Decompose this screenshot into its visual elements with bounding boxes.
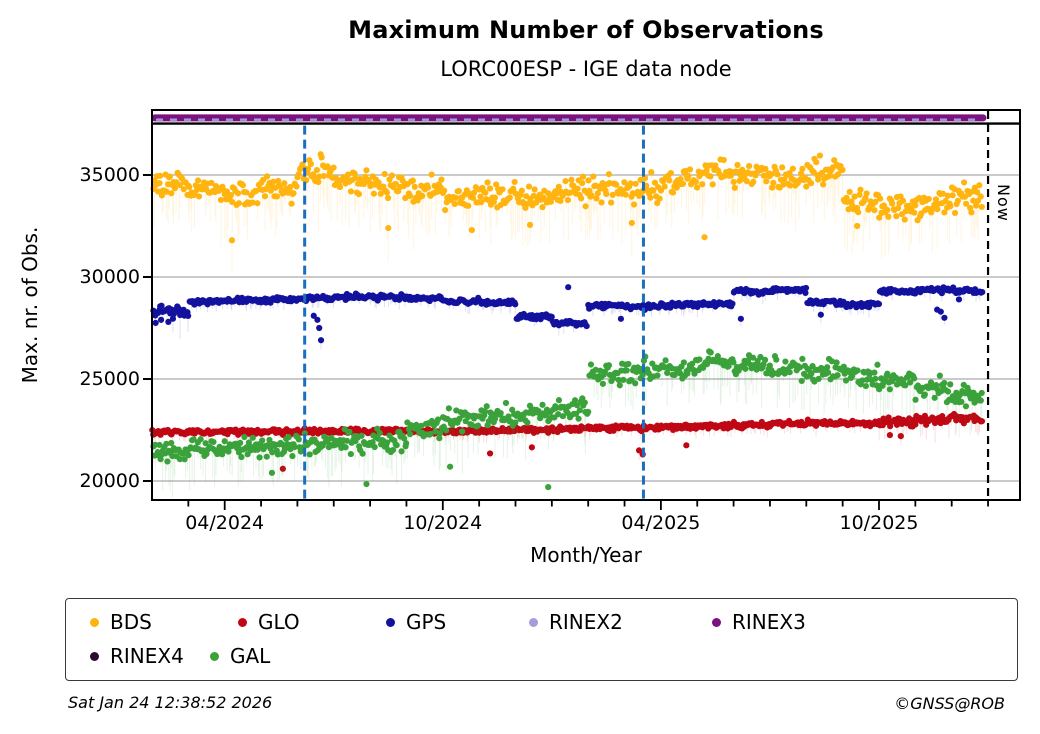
legend-marker-bds — [90, 617, 99, 627]
legend-marker-gps — [386, 617, 395, 627]
y-tick-label-20000: 20000 — [79, 470, 140, 492]
legend-label-glo: GLO — [258, 610, 300, 634]
copyright-text: ©GNSS@ROB — [894, 694, 1005, 713]
legend-marker-rinex2 — [529, 617, 538, 627]
y-tick-label-30000: 30000 — [79, 266, 140, 288]
y-axis-label: Max. nr. of Obs. — [18, 226, 42, 384]
legend-marker-rinex3 — [712, 617, 721, 627]
legend-label-bds: BDS — [110, 610, 152, 634]
chart-subtitle: LORC00ESP - IGE data node — [440, 57, 732, 81]
legend-item-gps: GPS — [386, 605, 529, 639]
y-tick-label-25000: 25000 — [79, 368, 140, 390]
legend-item-rinex2: RINEX2 — [529, 605, 712, 639]
x-tick-label-04-2024: 04/2024 — [185, 512, 265, 534]
timestamp-text: Sat Jan 24 12:38:52 2026 — [68, 693, 273, 712]
legend-label-rinex3: RINEX3 — [732, 610, 806, 634]
legend-item-glo: GLO — [238, 605, 386, 639]
legend-label-rinex2: RINEX2 — [549, 610, 623, 634]
legend-item-rinex4: RINEX4 — [90, 639, 210, 673]
x-axis-label: Month/Year — [530, 543, 642, 567]
legend-marker-glo — [238, 617, 247, 627]
legend-label-gps: GPS — [406, 610, 447, 634]
x-tick-label-04-2025: 04/2025 — [621, 512, 701, 534]
legend-item-gal: GAL — [210, 639, 270, 673]
legend-marker-rinex4 — [90, 651, 99, 661]
legend-label-gal: GAL — [230, 644, 271, 668]
legend-item-rinex3: RINEX3 — [712, 605, 905, 639]
now-annotation: Now — [994, 184, 1013, 222]
legend-marker-gal — [210, 651, 219, 661]
chart-legend: BDS GLO GPS RINEX2 RINEX3 RINEX4 GAL — [65, 598, 1018, 681]
legend-item-bds: BDS — [90, 605, 238, 639]
x-tick-label-10-2024: 10/2024 — [403, 512, 483, 534]
legend-label-rinex4: RINEX4 — [110, 644, 184, 668]
y-tick-label-35000: 35000 — [79, 164, 140, 186]
chart-title: Maximum Number of Observations — [348, 16, 824, 44]
x-tick-label-10-2025: 10/2025 — [839, 512, 919, 534]
